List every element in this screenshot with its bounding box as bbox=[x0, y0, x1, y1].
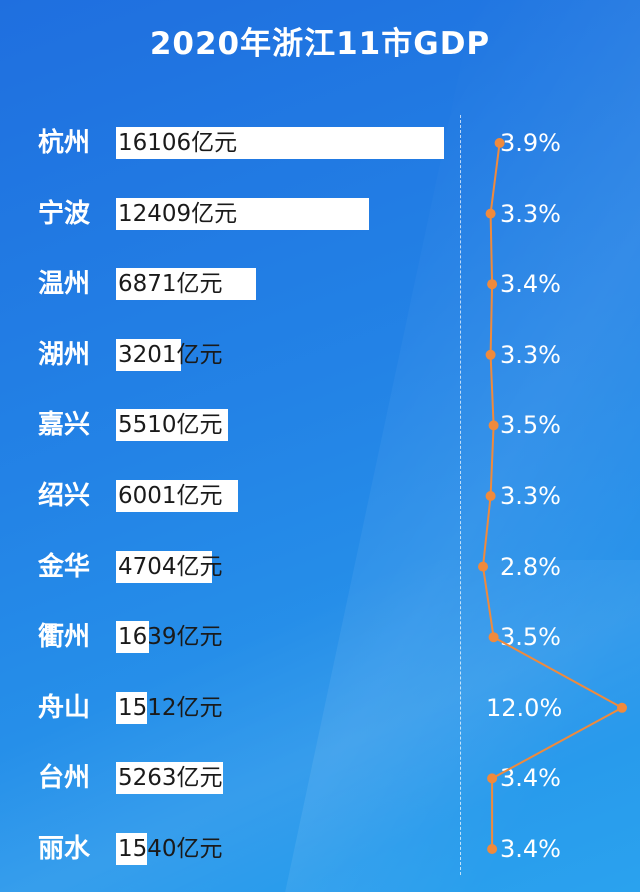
bar-row: 宁波 12409亿元 3.3% bbox=[0, 194, 640, 234]
growth-rate-point bbox=[478, 561, 488, 572]
bar-row: 杭州 16106亿元 3.9% bbox=[0, 123, 640, 163]
chart-title: 2020年浙江11市GDP bbox=[149, 26, 491, 62]
background-glow-lower bbox=[0, 560, 640, 892]
growth-rate-label: 3.4% bbox=[500, 835, 561, 863]
growth-rate-label: 12.0% bbox=[486, 693, 563, 722]
gdp-value-label: 4704亿元 bbox=[118, 553, 223, 580]
bar-row: 绍兴 6001亿元 3.3% bbox=[0, 476, 640, 516]
growth-rate-label: 3.9% bbox=[500, 129, 561, 157]
growth-rate-point bbox=[488, 420, 499, 431]
growth-rate-point bbox=[487, 773, 498, 784]
growth-rate-points bbox=[478, 138, 627, 854]
gdp-bar bbox=[116, 480, 238, 512]
gdp-value-label: 6001亿元 bbox=[118, 483, 223, 509]
gdp-value-label: 3201亿元 bbox=[118, 341, 223, 368]
gdp-value-label: 1639亿元 bbox=[118, 624, 223, 651]
growth-rate-point bbox=[485, 491, 496, 501]
growth-rate-line bbox=[481, 142, 625, 849]
gdp-bar bbox=[116, 197, 369, 230]
bar-row: 舟山 1512亿元 12.0% bbox=[0, 688, 640, 728]
category-label: 丽水 bbox=[38, 834, 91, 864]
gdp-bar bbox=[116, 621, 149, 654]
growth-rate-point bbox=[485, 208, 496, 219]
bar-row: 湖州 3201亿元 3.3% bbox=[0, 335, 640, 375]
category-label: 湖州 bbox=[38, 339, 91, 370]
growth-rate-label: 3.3% bbox=[500, 340, 561, 369]
gdp-bar bbox=[116, 550, 212, 583]
category-label: 宁波 bbox=[38, 198, 91, 229]
gdp-value-label: 6871亿元 bbox=[118, 271, 223, 298]
gdp-bar bbox=[116, 338, 181, 371]
growth-rate-label: 2.8% bbox=[500, 552, 561, 581]
gdp-value-label: 1512亿元 bbox=[118, 694, 223, 721]
category-label: 舟山 bbox=[38, 692, 91, 723]
category-label: 金华 bbox=[38, 551, 91, 582]
gdp-bar bbox=[116, 127, 444, 159]
growth-rate-label: 3.3% bbox=[500, 199, 561, 228]
gdp-value-label: 5510亿元 bbox=[118, 412, 223, 439]
bar-row: 丽水 1540亿元 3.4% bbox=[0, 829, 640, 869]
growth-rate-point bbox=[488, 632, 499, 643]
bar-row: 温州 6871亿元 3.4% bbox=[0, 264, 640, 304]
growth-rate-point bbox=[487, 279, 498, 290]
bar-row: 衢州 1639亿元 3.5% bbox=[0, 617, 640, 657]
dashed-divider bbox=[460, 115, 461, 875]
bar-row: 嘉兴 5510亿元 3.5% bbox=[0, 405, 640, 445]
growth-rate-point bbox=[487, 844, 498, 854]
bar-row: 金华 4704亿元 2.8% bbox=[0, 547, 640, 587]
growth-rate-point bbox=[485, 349, 496, 360]
growth-rate-label: 3.4% bbox=[500, 270, 561, 299]
category-label: 衢州 bbox=[38, 622, 91, 653]
gdp-bar bbox=[116, 268, 256, 301]
category-label: 台州 bbox=[38, 763, 91, 794]
gdp-value-label: 12409亿元 bbox=[118, 200, 238, 227]
category-label: 嘉兴 bbox=[38, 410, 91, 441]
category-label: 绍兴 bbox=[38, 481, 91, 511]
gdp-bar bbox=[116, 409, 228, 442]
growth-rate-label: 3.5% bbox=[500, 411, 561, 440]
gdp-bar bbox=[116, 762, 223, 795]
category-label: 温州 bbox=[38, 269, 91, 300]
gdp-value-label: 1540亿元 bbox=[118, 836, 223, 862]
growth-rate-point bbox=[617, 702, 627, 713]
gdp-value-label: 16106亿元 bbox=[118, 130, 238, 156]
gdp-bar bbox=[116, 691, 147, 724]
gdp-bar bbox=[116, 833, 147, 865]
gdp-value-label: 5263亿元 bbox=[118, 765, 223, 792]
growth-rate-point bbox=[494, 138, 505, 148]
category-label: 杭州 bbox=[38, 128, 91, 158]
growth-rate-label: 3.3% bbox=[500, 482, 561, 510]
